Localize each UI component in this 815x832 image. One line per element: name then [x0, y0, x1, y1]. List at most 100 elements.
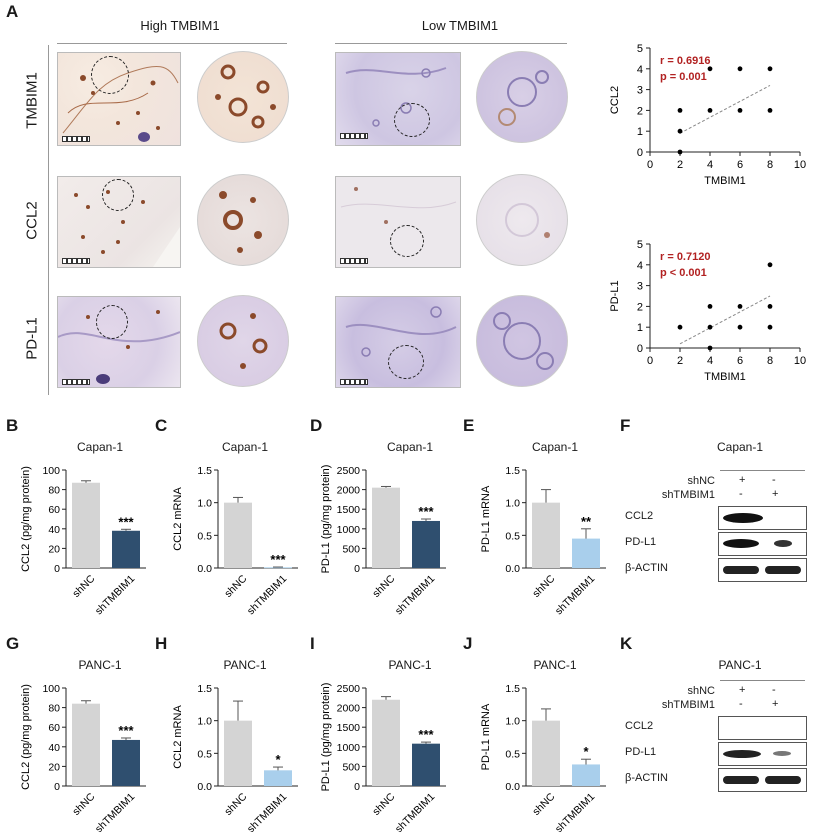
bar-chart-D: 0 500 1000 1500 2000 2500 PD-L1 (pg/mg protein…	[320, 465, 446, 617]
scale-bar	[62, 379, 90, 385]
x-category-label: shTMBIM1	[393, 573, 437, 617]
wb-row-label-shnc: shNC	[687, 685, 715, 697]
data-point	[707, 108, 713, 113]
x-tick-label: 8	[767, 159, 773, 171]
data-point	[737, 324, 743, 330]
y-axis-label: PD-L1	[609, 280, 621, 311]
y-axis-label: PD-L1 mRNA	[480, 703, 492, 770]
x-category-label: shNC	[530, 573, 557, 600]
ihc-zoom-high-ccl2	[197, 174, 289, 266]
panel-label-E: E	[463, 416, 475, 435]
x-category-label: shNC	[530, 791, 557, 818]
zoom-circle-marker	[96, 305, 128, 339]
y-axis-label: CCL2 (pg/mg protein)	[20, 684, 32, 790]
panel-label-H: H	[155, 634, 168, 653]
data-point	[677, 128, 683, 134]
panel-title-H: PANC-1	[223, 658, 267, 672]
bar	[112, 530, 140, 568]
data-point	[677, 108, 683, 113]
bar	[412, 743, 440, 786]
y-tick-label: 40	[48, 742, 60, 754]
wb-band	[723, 513, 763, 523]
wb-band-label-pdl1: PD-L1	[625, 746, 657, 758]
x-category-label: shTMBIM1	[93, 573, 137, 617]
ihc-image-low-tmbim1	[335, 52, 461, 146]
x-tick-label: 0	[647, 355, 653, 367]
x-tick-label: 10	[794, 159, 806, 171]
y-tick-label: 100	[42, 465, 60, 477]
wb-sign: -	[772, 684, 776, 696]
x-category-label: shNC	[370, 791, 397, 818]
y-tick-label: 0.0	[505, 563, 520, 575]
y-tick-label: 1.5	[197, 465, 212, 477]
tissue-texture	[345, 306, 457, 357]
panel-label-I: I	[310, 634, 315, 653]
zoom-texture	[505, 203, 550, 238]
bar	[72, 703, 100, 786]
y-axis-label: PD-L1 mRNA	[480, 485, 492, 552]
x-tick-label: 2	[677, 355, 683, 367]
panel-title-I: PANC-1	[388, 658, 432, 672]
y-axis-label: PD-L1 (pg/mg protein)	[320, 683, 332, 792]
panel-title-E: Capan-1	[531, 440, 579, 454]
y-tick-label: 2000	[337, 703, 361, 715]
y-tick-label: 3	[637, 85, 643, 97]
y-tick-label: 80	[48, 485, 60, 497]
x-tick-label: 6	[737, 159, 743, 171]
group-underline-high	[57, 43, 287, 44]
scale-bar	[62, 136, 90, 142]
y-tick-label: 2000	[337, 485, 361, 497]
y-tick-label: 2	[637, 105, 643, 117]
y-tick-label: 5	[637, 239, 643, 251]
wb-band-label-ccl2: CCL2	[625, 510, 654, 522]
data-point	[707, 66, 713, 72]
y-axis-label: CCL2	[609, 86, 621, 114]
bar	[532, 502, 560, 568]
y-tick-label: 5	[637, 43, 643, 55]
bar	[264, 770, 292, 786]
x-category-label: shTMBIM1	[245, 791, 289, 832]
wb-band-pdl1	[718, 742, 807, 766]
y-tick-label: 1500	[337, 504, 361, 516]
wb-sign: -	[772, 474, 776, 486]
bar-chart-G: 0 20 40 60 80 100 CCL2 (pg/mg protein) shNCshTM…	[20, 683, 146, 832]
group-title-high: High TMBIM1	[140, 18, 220, 33]
significance-label: ***	[270, 552, 286, 567]
y-axis-label: PD-L1 (pg/mg protein)	[320, 465, 332, 574]
ihc-image-high-pdl1	[57, 296, 181, 388]
x-tick-label: 10	[794, 355, 806, 367]
y-tick-label: 0	[54, 563, 60, 575]
group-title-low: Low TMBIM1	[421, 18, 499, 33]
y-axis-label: CCL2 (pg/mg protein)	[20, 466, 32, 572]
bar	[72, 482, 100, 568]
y-tick-label: 4	[637, 260, 643, 272]
ihc-image-low-ccl2	[335, 176, 461, 268]
wb-sign: +	[739, 684, 746, 696]
wb-band-label-pdl1: PD-L1	[625, 536, 657, 548]
zoom-circle-marker	[390, 225, 424, 257]
zoom-circle-marker	[394, 103, 430, 137]
y-tick-label: 1	[637, 322, 643, 334]
zoom-texture	[219, 313, 268, 369]
y-tick-label: 0	[354, 563, 360, 575]
significance-label: ***	[118, 514, 134, 529]
y-tick-label: 0	[637, 343, 643, 355]
zoom-texture	[498, 70, 549, 126]
x-category-label: shNC	[222, 573, 249, 600]
bar	[372, 487, 400, 568]
wb-band-ccl2	[718, 716, 807, 740]
row-label-pdl1: PD-L1	[23, 317, 41, 360]
y-tick-label: 0.0	[197, 781, 212, 793]
significance-label: ***	[418, 727, 434, 742]
y-tick-label: 80	[48, 703, 60, 715]
y-tick-label: 0.0	[197, 563, 212, 575]
significance-label: *	[275, 752, 281, 767]
wb-sign: +	[739, 474, 746, 486]
y-tick-label: 60	[48, 504, 60, 516]
wb-title-underline	[720, 470, 805, 471]
wb-band	[774, 540, 792, 547]
scale-bar	[340, 133, 368, 139]
y-tick-label: 1000	[337, 524, 361, 536]
